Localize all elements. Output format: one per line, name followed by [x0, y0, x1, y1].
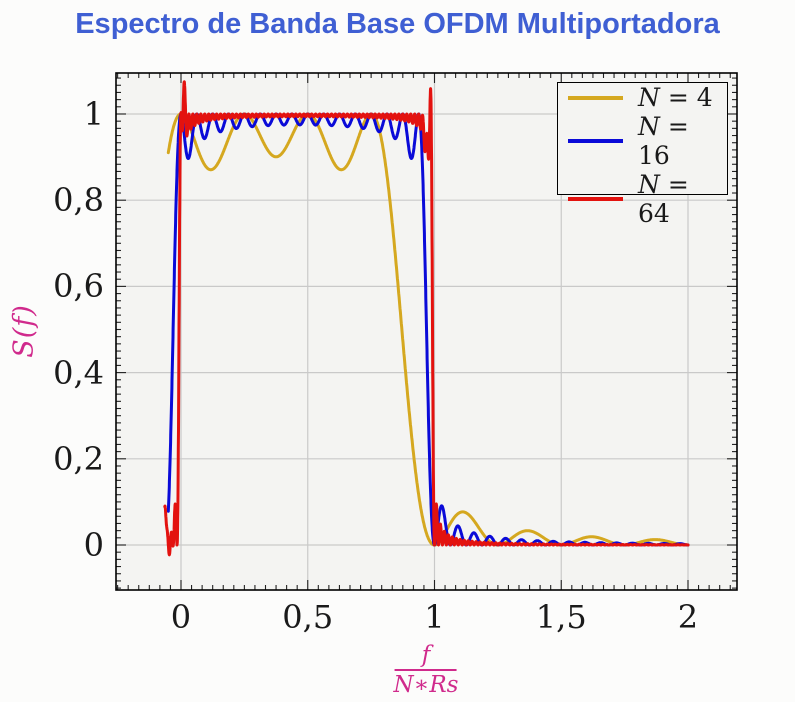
legend-label: N = 4	[638, 83, 713, 112]
legend-line-sample	[568, 95, 623, 100]
x-tick-label-1: 1	[424, 598, 445, 636]
x-tick-label-0: 0	[170, 598, 192, 636]
y-tick-label-0,8: 0,8	[53, 181, 104, 220]
curve-n=64	[163, 80, 690, 557]
legend-line-sample	[568, 139, 623, 143]
legend-row-2: N = 16	[558, 112, 727, 170]
x-label-denominator: N∗Rs	[393, 672, 459, 699]
legend-label: N = 16	[638, 112, 689, 170]
x-axis-label: f N∗Rs	[394, 643, 459, 697]
y-tick-label-0: 0	[83, 526, 104, 564]
plot-frame	[115, 72, 738, 591]
chart-title: Espectro de Banda Base OFDM Multiportado…	[75, 8, 720, 40]
y-tick-label-1: 1	[83, 94, 104, 133]
legend-row-3: N = 64	[558, 170, 727, 228]
y-tick-label-0,2: 0,2	[53, 439, 104, 478]
y-tick-label-0,6: 0,6	[53, 267, 104, 306]
x-tick-label-1,5: 1,5	[535, 598, 587, 636]
fraction-bar	[394, 669, 457, 672]
y-axis-label: S(f)	[8, 304, 40, 358]
y-tick-label-0,4: 0,4	[53, 353, 104, 392]
curve-n=16	[166, 112, 690, 547]
legend-line-sample	[568, 197, 623, 201]
x-tick-label-0,5: 0,5	[282, 598, 334, 636]
legend-label: N = 64	[638, 170, 689, 228]
x-label-numerator: f	[421, 642, 431, 668]
curves	[163, 80, 690, 557]
x-tick-label-2: 2	[677, 598, 699, 636]
legend-row-1: N = 4	[558, 83, 727, 112]
axis-ticks	[116, 73, 737, 590]
